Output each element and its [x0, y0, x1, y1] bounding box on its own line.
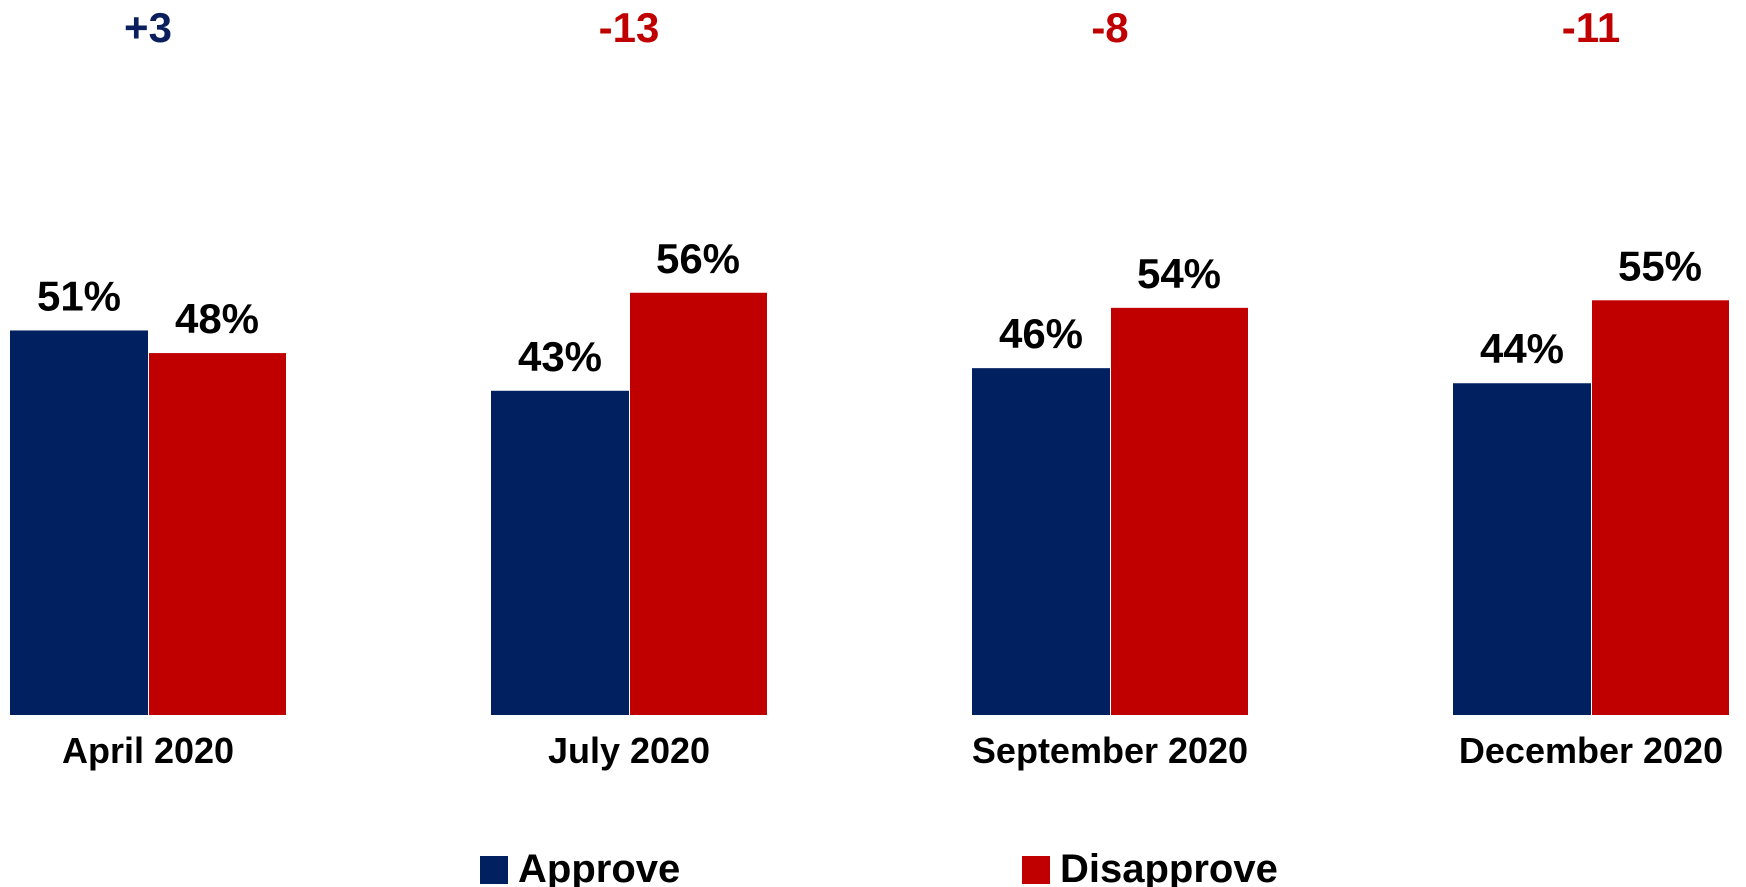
category-labels: April 2020 July 2020 September 2020 Decembe…: [62, 730, 1723, 771]
value-label-disapprove: 54%: [1137, 250, 1221, 297]
net-difference-label: -13: [599, 4, 660, 51]
value-label-approve: 43%: [518, 333, 602, 380]
bars-group: [10, 292, 1729, 715]
net-difference-label: +3: [124, 4, 172, 51]
bar-approve: [491, 390, 629, 715]
value-labels: 51% 48% 43% 56% 46% 54% 44% 55%: [37, 235, 1702, 380]
bar-approve: [972, 368, 1110, 715]
bar-disapprove: [630, 292, 767, 715]
category-label: December 2020: [1459, 730, 1723, 771]
category-label: September 2020: [972, 730, 1248, 771]
value-label-approve: 46%: [999, 310, 1083, 357]
bar-disapprove: [149, 353, 286, 715]
bar-approve: [10, 330, 148, 715]
net-difference-label: -8: [1091, 4, 1128, 51]
net-difference-label: -11: [1562, 4, 1620, 51]
value-label-disapprove: 48%: [175, 295, 259, 342]
value-label-disapprove: 55%: [1618, 242, 1702, 289]
value-label-approve: 51%: [37, 272, 121, 319]
bar-disapprove: [1111, 307, 1248, 715]
category-label: July 2020: [548, 730, 710, 771]
legend-label-approve: Approve: [518, 847, 680, 887]
legend-swatch-approve: [480, 856, 508, 884]
value-label-disapprove: 56%: [656, 235, 740, 282]
category-label: April 2020: [62, 730, 234, 771]
legend: Approve Disapprove: [480, 847, 1278, 887]
legend-swatch-disapprove: [1022, 856, 1050, 884]
bar-disapprove: [1592, 300, 1729, 715]
bar-approve: [1453, 383, 1591, 715]
legend-label-disapprove: Disapprove: [1060, 847, 1278, 887]
net-difference-labels: +3 -13 -8 -11: [124, 4, 1620, 51]
value-label-approve: 44%: [1480, 325, 1564, 372]
